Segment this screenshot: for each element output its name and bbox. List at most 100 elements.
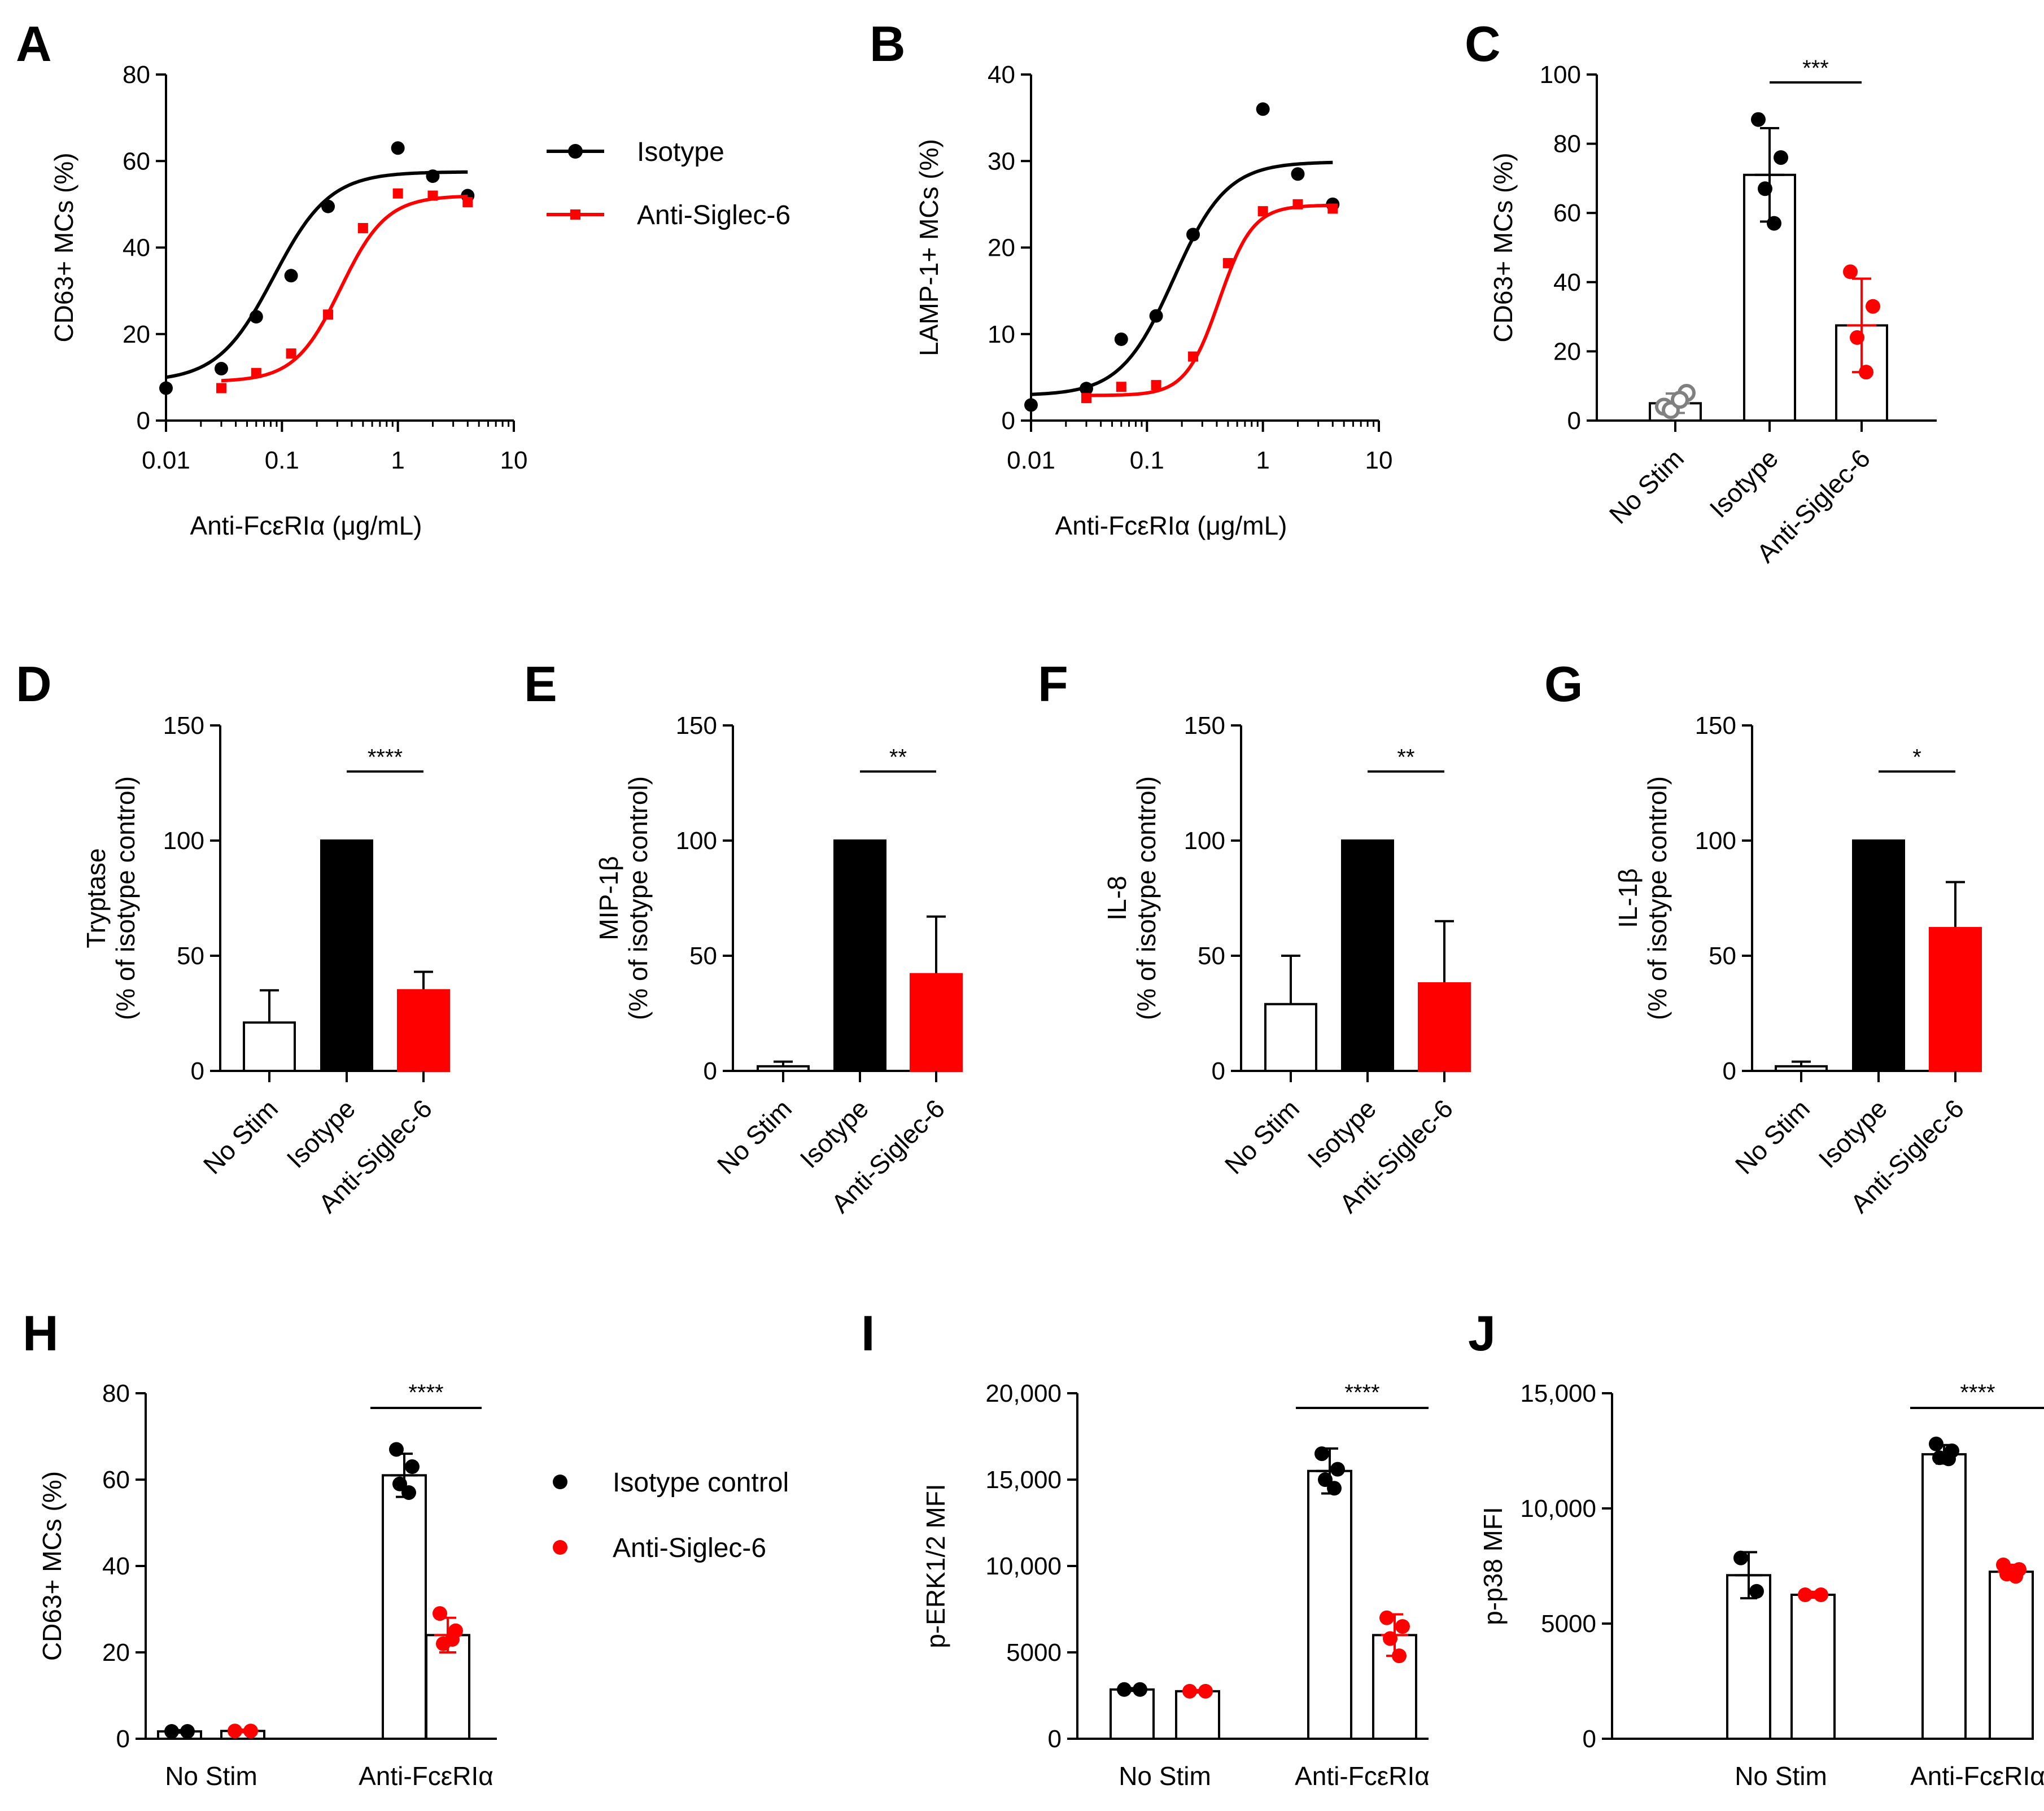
data-point	[214, 362, 228, 376]
series-isotype	[1024, 102, 1340, 412]
legend-label: Isotype control	[613, 1468, 789, 1498]
data-point	[180, 1723, 195, 1739]
data-point	[1392, 1648, 1407, 1664]
x-category-label: No Stim	[1119, 1761, 1211, 1791]
y-tick-label: 50	[177, 942, 204, 970]
bar	[1852, 839, 1905, 1072]
panel-label: C	[1465, 16, 1501, 72]
y-tick-label: 150	[1695, 712, 1736, 740]
legend-label: Isotype	[637, 137, 724, 167]
significance-label: ****	[368, 745, 403, 770]
y-tick-label: 100	[163, 827, 204, 855]
y-axis-label-line2: (% of isotype control)	[1132, 776, 1161, 1020]
bar	[910, 973, 963, 1073]
y-tick-label: 100	[676, 827, 717, 855]
y-tick-label: 0	[116, 1725, 130, 1753]
y-tick-label: 20	[123, 321, 150, 348]
y-axis-label: p-p38 MFI	[1478, 1507, 1508, 1625]
y-tick-label: 20	[102, 1639, 130, 1666]
data-point	[1314, 1446, 1329, 1462]
y-axis-label-line2: (% of isotype control)	[111, 776, 140, 1020]
x-axis-label: Anti-FcεRIα (μg/mL)	[190, 511, 422, 540]
y-tick-label: 50	[1709, 942, 1736, 970]
data-point	[1929, 1436, 1943, 1451]
y-tick-label: 60	[102, 1466, 130, 1494]
data-point	[1292, 199, 1303, 209]
bar-group	[220, 1723, 265, 1740]
y-tick-label: 20	[1553, 338, 1581, 365]
data-point	[1330, 1462, 1345, 1477]
data-point	[1151, 380, 1161, 391]
y-tick-label: 0	[1212, 1057, 1225, 1085]
y-tick-label: 0	[1583, 1725, 1596, 1753]
bar-group	[1835, 264, 1888, 422]
legend-ab: Isotype Anti-Siglec-6	[547, 137, 790, 230]
significance-label: **	[889, 745, 907, 770]
bar	[1418, 982, 1471, 1072]
y-axis-label: LAMP-1+ MCs (%)	[914, 139, 944, 356]
panel-label: A	[16, 16, 52, 72]
y-tick-label: 10,000	[1520, 1495, 1596, 1523]
data-point	[1114, 332, 1128, 346]
data-point	[1758, 181, 1772, 196]
x-tick-label: 0.01	[1007, 447, 1055, 474]
data-point	[321, 199, 335, 213]
y-tick-label: 40	[123, 234, 150, 262]
y-tick-label: 0	[1723, 1057, 1736, 1085]
y-tick-label: 40	[988, 61, 1015, 89]
legend-marker	[553, 1475, 567, 1489]
data-point	[462, 197, 473, 208]
data-point	[1256, 102, 1270, 116]
bar	[382, 1474, 427, 1740]
legend-item: Isotype	[547, 137, 724, 167]
data-point	[1767, 216, 1781, 231]
data-point	[251, 368, 261, 378]
y-tick-label: 10,000	[985, 1552, 1062, 1580]
bar	[1264, 1003, 1317, 1073]
data-point	[1327, 1481, 1342, 1496]
data-point	[401, 1485, 416, 1500]
data-point	[427, 190, 438, 201]
bar	[1110, 1688, 1155, 1740]
data-point	[445, 1632, 460, 1647]
bar-group	[1852, 839, 1905, 1072]
bar-group	[1341, 839, 1394, 1072]
y-tick-label: 40	[102, 1552, 130, 1580]
x-axis-label: Anti-FcεRIα (μg/mL)	[1055, 511, 1287, 540]
y-tick-label: 20	[988, 234, 1015, 262]
x-tick-label: 0.1	[265, 447, 299, 474]
bar-group	[1175, 1683, 1220, 1740]
bar	[397, 989, 450, 1072]
bar	[1726, 1574, 1771, 1740]
y-tick-label: 80	[123, 61, 150, 89]
y-tick-label: 100	[1695, 827, 1736, 855]
bar-group	[382, 1442, 427, 1740]
x-tick-label: 0.01	[142, 447, 190, 474]
y-axis-label-line1: IL-8	[1102, 876, 1132, 920]
y-tick-label: 0	[191, 1057, 204, 1085]
bar	[1921, 1453, 1967, 1740]
x-category-label: Anti-FcεRIα	[1910, 1761, 2044, 1791]
y-tick-label: 0	[1567, 407, 1581, 435]
data-point	[1188, 351, 1199, 362]
panel-label: J	[1468, 1305, 1496, 1361]
panel-label: D	[16, 656, 52, 712]
bar	[1307, 1469, 1352, 1740]
bar	[1175, 1690, 1220, 1740]
bar	[757, 1065, 810, 1072]
panel-label: I	[861, 1305, 875, 1361]
y-tick-label: 0	[1048, 1725, 1062, 1753]
bar-group	[1921, 1436, 1967, 1740]
y-tick-label: 60	[123, 147, 150, 175]
y-tick-label: 15,000	[985, 1466, 1062, 1494]
significance-label: ****	[1960, 1380, 1995, 1405]
data-point	[1859, 365, 1873, 380]
data-point	[392, 188, 403, 199]
data-point	[1186, 228, 1200, 242]
panel-I: I 0 5000 10,000 15,000 20,000 p-ERK1/2 MFI No S…	[861, 1305, 1430, 1791]
legend-marker	[570, 209, 580, 220]
y-tick-label: 80	[102, 1380, 130, 1407]
data-point	[164, 1723, 179, 1739]
data-point	[1843, 264, 1858, 279]
data-point	[391, 141, 405, 155]
